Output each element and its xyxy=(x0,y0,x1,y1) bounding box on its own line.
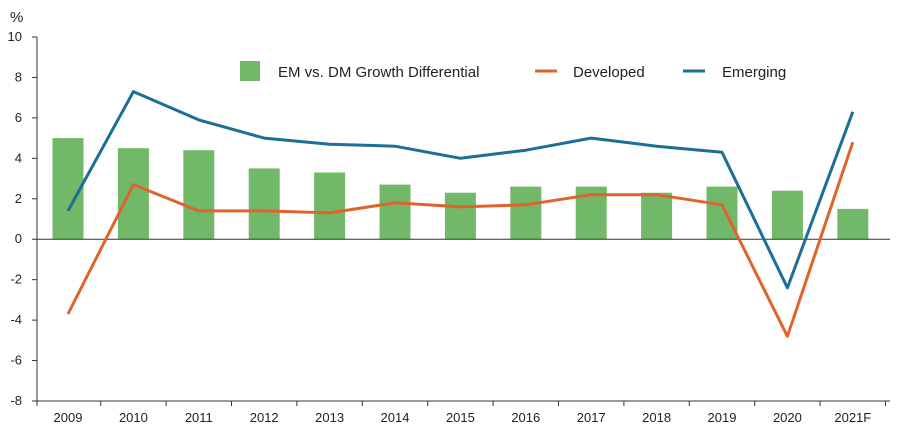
legend-label-emerging: Emerging xyxy=(722,64,786,81)
bar-2019 xyxy=(706,186,738,240)
x-tick-label: 2021F xyxy=(834,410,871,425)
legend-label-differential: EM vs. DM Growth Differential xyxy=(278,64,479,81)
bar-2010 xyxy=(117,148,149,240)
bar-2014 xyxy=(379,184,411,240)
bar-2020 xyxy=(771,190,803,240)
axes: 10 8 6 4 2 0 -2 -4 -6 -8 2009 2010 2011 2012 2013 2014 2… xyxy=(8,29,890,425)
legend-label-developed: Developed xyxy=(573,64,645,81)
bar-2011 xyxy=(183,150,215,240)
y-tick-label: 6 xyxy=(15,110,22,125)
bar-2018 xyxy=(641,192,673,240)
legend: EM vs. DM Growth Differential Developed … xyxy=(240,61,786,81)
y-tick-label: 2 xyxy=(15,191,22,206)
x-tick-label: 2009 xyxy=(54,410,83,425)
y-tick-label: 10 xyxy=(8,29,22,44)
bar-2013 xyxy=(314,172,346,240)
y-tick-label: 0 xyxy=(15,231,22,246)
x-tick-label: 2017 xyxy=(577,410,606,425)
x-tick-label: 2020 xyxy=(773,410,802,425)
bar-2015 xyxy=(444,192,476,240)
y-tick-label: -2 xyxy=(10,272,22,287)
x-tick-label: 2018 xyxy=(642,410,671,425)
bar-2021F xyxy=(837,208,869,240)
x-tick-label: 2019 xyxy=(708,410,737,425)
x-tick-label: 2012 xyxy=(250,410,279,425)
x-tick-label: 2016 xyxy=(511,410,540,425)
line-developed xyxy=(66,141,855,338)
bar-2016 xyxy=(510,186,542,240)
x-tick-label: 2014 xyxy=(381,410,410,425)
y-tick-label: -4 xyxy=(10,312,22,327)
line-emerging xyxy=(66,90,855,290)
y-tick-label: -6 xyxy=(10,353,22,368)
y-tick-label: 8 xyxy=(15,69,22,84)
x-tick-label: 2013 xyxy=(315,410,344,425)
line-series xyxy=(66,90,855,338)
y-tick-label: -8 xyxy=(10,393,22,408)
x-tick-label: 2015 xyxy=(446,410,475,425)
y-tick-label: 4 xyxy=(15,150,22,165)
x-tick-label: 2011 xyxy=(185,410,213,425)
bar-series xyxy=(52,138,869,240)
legend-swatch-differential xyxy=(240,61,260,81)
x-tick-label: 2010 xyxy=(119,410,148,425)
bar-2012 xyxy=(248,168,280,240)
y-unit-label: % xyxy=(10,9,23,26)
bar-2009 xyxy=(52,138,84,240)
